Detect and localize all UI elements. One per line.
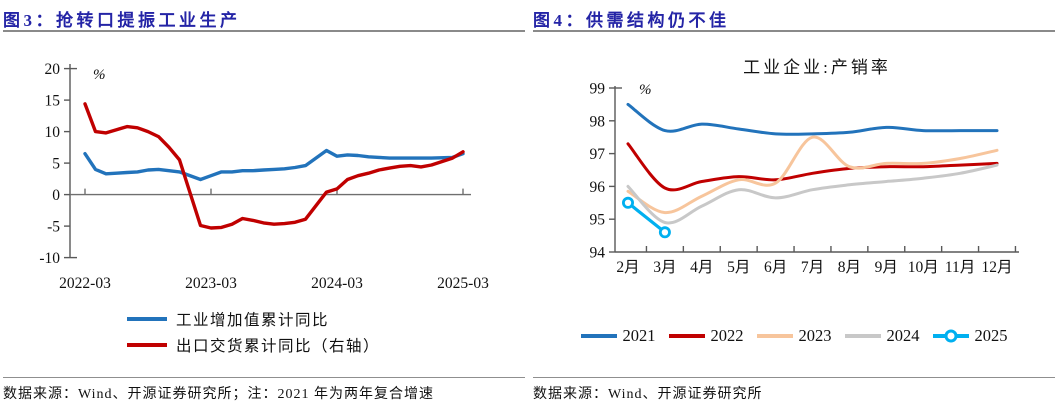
figure3-legend: 工业增加值累计同比出口交货累计同比（右轴） bbox=[127, 306, 380, 358]
chart-inner-title: 工业企业:产销率 bbox=[743, 58, 891, 77]
title-rule bbox=[533, 30, 1055, 32]
x-tick-label: 11月 bbox=[945, 259, 975, 276]
legend-label: 2023 bbox=[798, 326, 832, 345]
y-tick-label: 95 bbox=[590, 212, 606, 229]
series-line-industrial-value-added bbox=[83, 148, 465, 182]
series-line-2023 bbox=[626, 135, 999, 215]
series-line-2025 bbox=[626, 201, 667, 234]
source-rule bbox=[533, 377, 1055, 378]
legend-label: 工业增加值累计同比 bbox=[176, 312, 330, 329]
source-rule bbox=[3, 377, 525, 378]
legend-label: 2021 bbox=[622, 326, 656, 345]
legend-swatch bbox=[668, 334, 705, 338]
y-tick-label: -10 bbox=[39, 250, 60, 267]
figure4-panel: 图4：供需结构仍不佳 工业企业:产销率% 99 98 97 96 95 94 2月 3月 4月 5月… bbox=[533, 0, 1055, 408]
title-rule bbox=[3, 30, 525, 32]
legend-swatch bbox=[127, 343, 167, 347]
figure4-source: 数据来源：Wind、开源证券研究所 bbox=[533, 387, 763, 402]
figure3-source: 数据来源：Wind、开源证券研究所；注：2021 年为两年复合增速 bbox=[3, 387, 435, 402]
legend-swatch bbox=[844, 334, 881, 338]
figure3-title: 图3：抢转口提振工业生产 bbox=[3, 11, 241, 30]
x-tick-label: 7月 bbox=[801, 259, 824, 276]
figure3-chart: 20 15 10 5 0 -5 -10% 2022-03 2023-03 2024-03 2025-… bbox=[39, 61, 489, 292]
y-tick-label: 97 bbox=[590, 146, 606, 163]
legend-label: 出口交货累计同比（右轴） bbox=[176, 338, 381, 355]
x-tick-label: 2022-03 bbox=[59, 275, 111, 292]
figure4-legend: 2021 2022 2023 2024 2025 bbox=[533, 326, 1055, 346]
x-tick-label: 2025-03 bbox=[437, 275, 489, 292]
x-tick-label: 5月 bbox=[727, 259, 750, 276]
y-tick-label: 94 bbox=[590, 245, 606, 262]
x-tick-label: 10月 bbox=[908, 259, 939, 276]
legend-swatch bbox=[932, 329, 969, 343]
y-unit-label: % bbox=[93, 67, 106, 83]
legend-swatch bbox=[756, 334, 793, 338]
legend-label: 2024 bbox=[886, 326, 920, 345]
legend-swatch-ring bbox=[944, 329, 957, 343]
x-tick-label: 2023-03 bbox=[185, 275, 237, 292]
y-tick-label: 5 bbox=[52, 156, 60, 173]
x-tick-label: 4月 bbox=[690, 259, 713, 276]
y-tick-label: 96 bbox=[590, 179, 606, 196]
series-line-2021 bbox=[626, 102, 999, 136]
series-line-2024 bbox=[626, 163, 999, 225]
y-tick-label: 10 bbox=[45, 124, 61, 141]
legend-item-2022: 2022 bbox=[668, 326, 744, 346]
x-tick-label: 2024-03 bbox=[311, 275, 363, 292]
legend-label: 2022 bbox=[710, 326, 744, 345]
legend-item-export-delivery: 出口交货累计同比（右轴） bbox=[127, 332, 380, 358]
legend-item-2024: 2024 bbox=[844, 326, 920, 346]
y-tick-label: 98 bbox=[590, 113, 606, 130]
legend-swatch bbox=[127, 317, 167, 321]
y-tick-label: 15 bbox=[45, 93, 61, 110]
series-line-2022 bbox=[626, 142, 999, 192]
series-marker-2025 bbox=[658, 226, 671, 239]
y-unit-label: % bbox=[639, 82, 652, 98]
figure4-title: 图4：供需结构仍不佳 bbox=[533, 11, 730, 30]
x-tick-label: 8月 bbox=[838, 259, 861, 276]
x-tick-label: 12月 bbox=[981, 259, 1012, 276]
legend-item-2025: 2025 bbox=[932, 326, 1008, 346]
y-tick-label: 20 bbox=[45, 61, 61, 78]
x-tick-label: 9月 bbox=[875, 259, 898, 276]
figure3-panel: 图3：抢转口提振工业生产 20 15 10 5 0 -5 -10% 2022-03 2023-0… bbox=[3, 0, 525, 408]
legend-label: 2025 bbox=[974, 326, 1008, 345]
x-tick-label: 3月 bbox=[653, 259, 676, 276]
y-tick-label: 99 bbox=[590, 81, 606, 98]
series-marker-2025 bbox=[622, 196, 635, 209]
legend-item-2021: 2021 bbox=[580, 326, 656, 346]
series-line-export-delivery bbox=[83, 102, 465, 230]
y-tick-label: -5 bbox=[47, 219, 60, 236]
legend-swatch bbox=[580, 334, 617, 338]
y-tick-label: 0 bbox=[52, 187, 60, 204]
x-tick-label: 6月 bbox=[764, 259, 787, 276]
figure4-chart: 工业企业:产销率% 99 98 97 96 95 94 2月 3月 4月 5月 6月 7月 8月 9月 10月… bbox=[590, 58, 1019, 276]
x-tick-label: 2月 bbox=[616, 259, 639, 276]
legend-item-2023: 2023 bbox=[756, 326, 832, 346]
legend-item-industrial-value-added: 工业增加值累计同比 bbox=[127, 306, 380, 332]
